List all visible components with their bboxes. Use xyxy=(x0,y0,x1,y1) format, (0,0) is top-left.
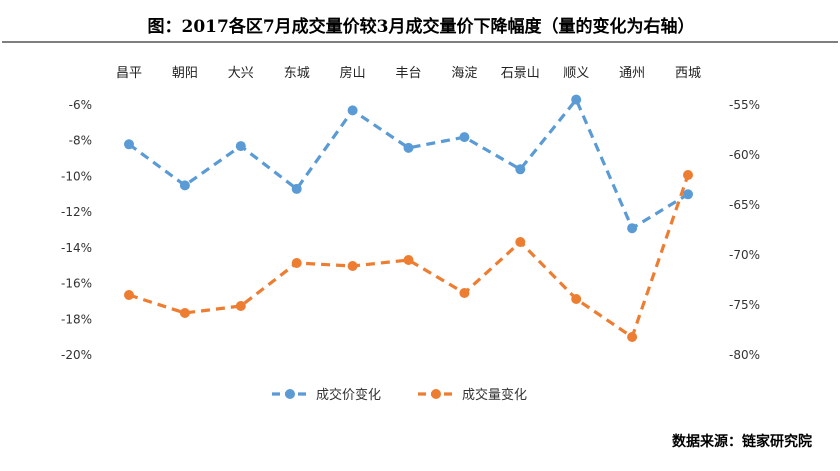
left-tick-label: -6% xyxy=(69,98,92,112)
data-point xyxy=(179,180,190,191)
left-tick-label: -16% xyxy=(61,277,92,291)
category-label: 通州 xyxy=(619,66,645,81)
series-line-1 xyxy=(128,98,689,230)
data-point xyxy=(571,294,582,304)
left-tick-label: -10% xyxy=(61,169,92,183)
category-label: 顺义 xyxy=(563,66,589,81)
category-label: 朝阳 xyxy=(172,66,198,81)
left-tick-label: -12% xyxy=(61,205,92,219)
data-point xyxy=(347,261,358,271)
data-point xyxy=(683,189,693,200)
legend-label: 成交量变化 xyxy=(462,387,527,403)
category-label: 石景山 xyxy=(501,66,540,81)
category-label: 大兴 xyxy=(228,66,254,81)
data-point xyxy=(347,105,358,116)
data-point xyxy=(515,237,526,247)
right-tick-label: -75% xyxy=(729,298,760,312)
legend-label: 成交价变化 xyxy=(316,387,381,403)
series-lines xyxy=(124,94,693,342)
right-tick-label: -65% xyxy=(729,198,760,212)
left-tick-label: -14% xyxy=(61,241,92,255)
category-labels: 昌平 朝阳 大兴 东城 房山 丰台 海淀 石景山 顺义 通州 西城 xyxy=(116,65,701,81)
data-point xyxy=(627,332,638,342)
left-tick-label: -8% xyxy=(69,134,92,148)
data-point xyxy=(403,255,414,265)
category-label: 海淀 xyxy=(451,66,477,81)
right-tick-label: -60% xyxy=(729,148,760,162)
data-point xyxy=(683,170,693,180)
data-point xyxy=(459,132,470,143)
data-point xyxy=(627,223,638,234)
data-point xyxy=(571,94,582,105)
data-point xyxy=(459,288,470,298)
series-line-2 xyxy=(128,174,690,339)
data-point xyxy=(124,139,134,150)
category-label: 丰台 xyxy=(395,66,421,81)
legend: 成交价变化 成交量变化 xyxy=(272,387,527,403)
legend-swatch-marker xyxy=(431,389,441,399)
right-tick-label: -70% xyxy=(729,248,760,262)
category-label: 房山 xyxy=(340,65,366,81)
data-point xyxy=(403,142,414,153)
data-point xyxy=(179,308,190,318)
left-axis-ticks: -6% -8% -10% -12% -14% -16% -18% -20% xyxy=(61,98,92,362)
data-point xyxy=(124,290,134,300)
left-tick-label: -18% xyxy=(61,312,92,326)
data-point xyxy=(235,301,246,311)
chart-title: 图：2017各区7月成交量价较3月成交量价下降幅度（量的变化为右轴） xyxy=(148,16,695,37)
right-tick-label: -80% xyxy=(729,348,760,362)
data-point xyxy=(291,258,302,268)
category-label: 昌平 xyxy=(116,66,142,81)
legend-swatch-marker xyxy=(285,389,295,399)
category-label: 东城 xyxy=(284,66,310,81)
data-point xyxy=(291,183,302,194)
source-note: 数据来源：链家研究院 xyxy=(672,433,812,450)
data-point xyxy=(235,141,246,152)
category-label: 西城 xyxy=(675,66,701,81)
right-tick-label: -55% xyxy=(729,98,760,112)
data-point xyxy=(515,164,526,175)
right-axis-ticks: -55% -60% -65% -70% -75% -80% xyxy=(729,98,760,362)
left-tick-label: -20% xyxy=(61,348,92,362)
